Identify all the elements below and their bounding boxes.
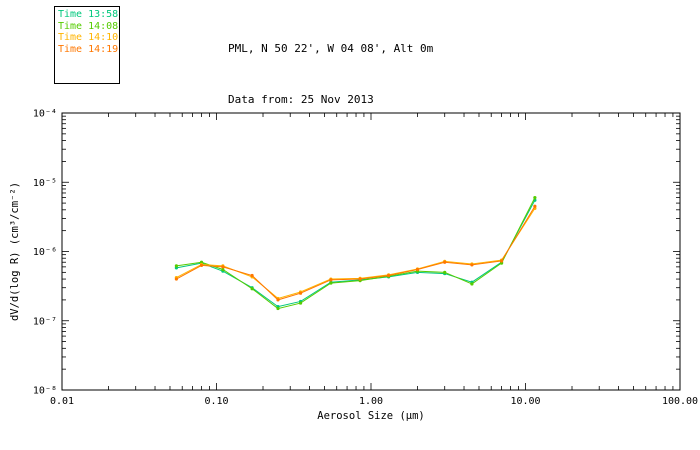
series-marker bbox=[276, 298, 280, 302]
series-marker bbox=[443, 260, 447, 264]
x-axis-title: Aerosol Size (μm) bbox=[317, 410, 424, 422]
series-marker bbox=[174, 277, 178, 281]
y-tick-label: 10⁻⁵ bbox=[33, 178, 57, 189]
x-tick-label: 100.00 bbox=[662, 396, 698, 407]
plot-subtitle: Data from: 25 Nov 2013 bbox=[228, 93, 374, 106]
series-marker bbox=[276, 306, 280, 311]
series-marker bbox=[499, 259, 504, 263]
series-marker bbox=[250, 273, 254, 278]
legend-item: Time 13:58 bbox=[58, 9, 119, 20]
series-marker bbox=[443, 270, 447, 274]
series-marker bbox=[221, 267, 225, 272]
series-marker bbox=[199, 260, 204, 264]
plot-title: PML, N 50 22', W 04 08', Alt 0m bbox=[228, 42, 434, 55]
series-marker bbox=[199, 263, 204, 267]
plot-header: PML, N 50 22', W 04 08', Alt 0m Data fro… bbox=[228, 6, 433, 142]
series-marker bbox=[329, 281, 333, 285]
x-tick-label: 0.01 bbox=[50, 396, 74, 407]
plot-frame bbox=[61, 112, 681, 391]
series-marker bbox=[174, 264, 178, 268]
series-line bbox=[176, 199, 536, 308]
series-line bbox=[176, 206, 536, 301]
series-marker bbox=[329, 278, 333, 282]
series-line bbox=[176, 197, 536, 310]
series-marker bbox=[387, 273, 391, 278]
x-tick-label: 1.00 bbox=[359, 396, 383, 407]
series-marker bbox=[298, 291, 303, 295]
series-marker bbox=[221, 265, 225, 269]
series-marker bbox=[298, 301, 303, 305]
series-marker bbox=[533, 196, 537, 200]
legend: Time 13:58 Time 14:08 Time 14:10 Time 14:19 bbox=[54, 6, 120, 84]
series-marker bbox=[470, 263, 474, 267]
series-marker bbox=[470, 282, 474, 286]
y-tick-label: 10⁻⁴ bbox=[33, 109, 57, 120]
y-tick-label: 10⁻⁷ bbox=[33, 316, 57, 327]
series-marker bbox=[250, 287, 254, 291]
series-marker bbox=[358, 277, 362, 281]
y-tick-label: 10⁻⁸ bbox=[33, 386, 57, 397]
legend-item: Time 14:19 bbox=[58, 43, 119, 55]
x-tick-label: 0.10 bbox=[204, 396, 228, 407]
y-axis-title: dV/d(log R) (cm³/cm⁻²) bbox=[9, 182, 21, 321]
series-line bbox=[176, 208, 536, 299]
legend-item: Time 14:08 bbox=[58, 20, 119, 32]
y-tick-label: 10⁻⁶ bbox=[33, 247, 57, 258]
legend-items: Time 13:58 Time 14:08 Time 14:10 Time 14:19 bbox=[58, 9, 119, 55]
series-marker bbox=[415, 267, 420, 272]
legend-item: Time 14:10 bbox=[58, 32, 119, 43]
x-tick-label: 10.00 bbox=[510, 396, 540, 407]
series-marker bbox=[533, 204, 537, 208]
